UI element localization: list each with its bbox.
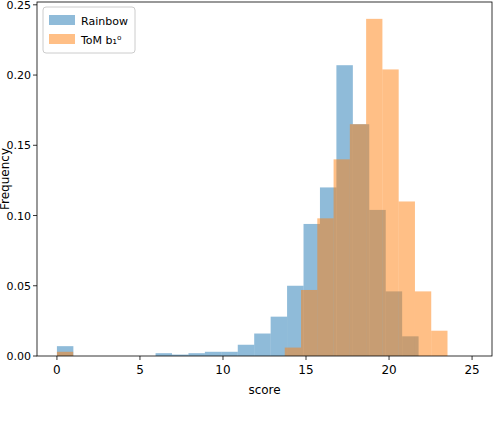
histogram-bar (350, 124, 366, 356)
y-tick (33, 145, 37, 146)
plot-frame (37, 2, 492, 356)
histogram-bar (238, 345, 254, 356)
legend-label: ToM b₁⁰ (80, 34, 122, 47)
legend-box (43, 7, 135, 53)
histogram-bar (271, 317, 287, 356)
x-tick (389, 356, 390, 360)
y-tick-label: 0.20 (7, 69, 32, 82)
y-tick (33, 75, 37, 76)
histogram-bar (431, 331, 447, 356)
y-tick (33, 285, 37, 286)
x-tick (472, 356, 473, 360)
x-tick (56, 356, 57, 360)
x-tick (306, 356, 307, 360)
histogram-bar (382, 69, 398, 356)
x-tick (139, 356, 140, 360)
x-tick-label: 0 (53, 363, 61, 377)
y-tick-label: 0.25 (7, 0, 32, 12)
y-tick-label: 0.10 (7, 210, 32, 223)
histogram-bar (254, 334, 270, 356)
histogram-bar (317, 218, 333, 356)
histogram-bar (57, 352, 73, 356)
histogram-bar (334, 159, 350, 356)
x-axis-label: score (248, 383, 280, 397)
legend-label: Rainbow (81, 15, 128, 28)
x-tick-label: 25 (464, 363, 479, 377)
histogram-bar (205, 352, 221, 356)
x-tick-label: 10 (215, 363, 230, 377)
histogram-bar (415, 291, 431, 356)
legend-swatch (49, 15, 75, 25)
histogram-bar (57, 346, 73, 356)
legend-swatch (49, 34, 75, 44)
y-tick (33, 215, 37, 216)
histogram-bar (301, 290, 317, 356)
histogram-bar (221, 352, 237, 356)
x-tick-label: 15 (298, 363, 313, 377)
chart: 05101520250.000.050.100.150.200.25scoreF… (0, 0, 498, 426)
y-tick (33, 356, 37, 357)
y-tick-label: 0.00 (7, 350, 32, 363)
histogram-bar (366, 19, 382, 356)
x-tick (222, 356, 223, 360)
histogram-bar (399, 201, 415, 356)
x-tick-label: 5 (136, 363, 144, 377)
y-axis-label: Frequency (0, 148, 12, 210)
x-tick-label: 20 (381, 363, 396, 377)
histogram-bar (156, 353, 172, 356)
legend: Rainbow ToM b₁⁰ (43, 7, 135, 53)
histogram-bar (285, 348, 301, 356)
y-tick-label: 0.05 (7, 280, 32, 293)
y-tick (33, 4, 37, 5)
bars (57, 19, 448, 356)
histogram-bar (188, 353, 204, 356)
